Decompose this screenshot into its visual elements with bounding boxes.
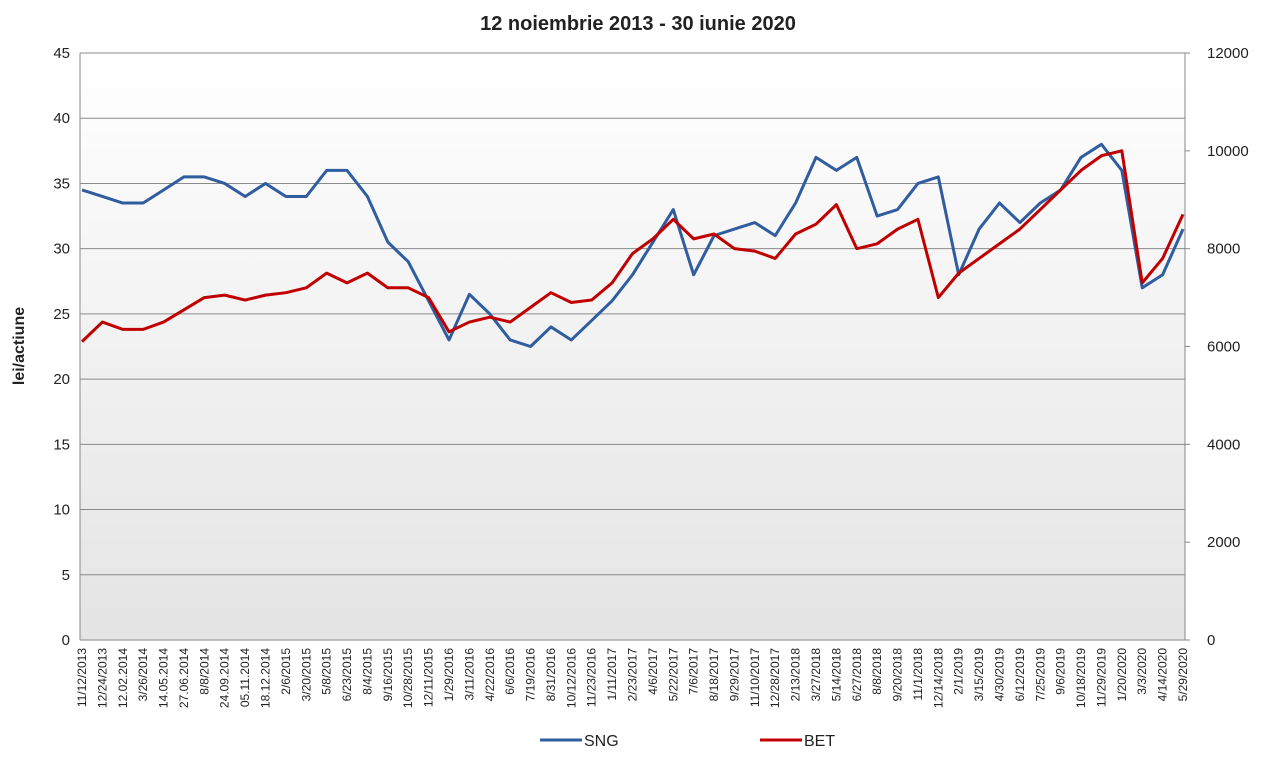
y-tick-label: 15	[53, 436, 70, 453]
series-line	[80, 149, 1185, 343]
y2-tick-label: 10000	[1207, 143, 1249, 160]
x-tick-label: 12/24/2013	[95, 648, 109, 708]
chart-title: 12 noiembrie 2013 - 30 iunie 2020	[480, 13, 796, 35]
x-tick-label: 12/28/2017	[768, 648, 782, 708]
x-tick-label: 4/30/2019	[993, 648, 1007, 702]
x-tick-label: 3/20/2015	[299, 648, 313, 702]
x-tick-label: 3/27/2018	[809, 648, 823, 702]
x-tick-label: 5/29/2020	[1176, 648, 1190, 702]
x-tick-label: 10/18/2019	[1074, 648, 1088, 708]
x-tick-label: 12/11/2015	[422, 648, 436, 707]
x-tick-label: 5/14/2018	[829, 648, 843, 702]
x-tick-label: 11/29/2019	[1094, 648, 1108, 707]
x-tick-label: 11/23/2016	[585, 648, 599, 707]
x-tick-label: 8/4/2015	[360, 648, 374, 695]
x-tick-label: 2/23/2017	[626, 648, 640, 702]
x-tick-label: 7/25/2019	[1033, 648, 1047, 702]
x-tick-label: 8/31/2016	[544, 648, 558, 702]
x-tick-label: 6/12/2019	[1013, 648, 1027, 702]
x-tick-label: 9/16/2015	[381, 648, 395, 702]
legend-label: SNG	[584, 733, 619, 750]
x-tick-label: 8/18/2017	[707, 648, 721, 702]
plot-background	[80, 53, 1185, 640]
series-line	[81, 142, 1185, 348]
x-tick-label: 7/19/2016	[524, 648, 538, 702]
x-tick-label: 1/29/2016	[442, 648, 456, 702]
y-tick-label: 35	[53, 175, 70, 192]
x-tick-label: 5/8/2015	[320, 648, 334, 695]
x-tick-label: 7/6/2017	[687, 648, 701, 695]
y2-tick-label: 6000	[1207, 339, 1240, 356]
x-tick-label: 27.06.2014	[177, 648, 191, 708]
y2-tick-label: 0	[1207, 632, 1215, 649]
x-tick-label: 2/1/2019	[952, 648, 966, 695]
x-tick-label: 3/3/2020	[1135, 648, 1149, 695]
x-tick-label: 11/12/2013	[75, 648, 89, 707]
x-tick-label: 9/6/2019	[1054, 648, 1068, 695]
x-tick-label: 2/6/2015	[279, 648, 293, 695]
y-tick-label: 25	[53, 306, 70, 323]
y-tick-label: 40	[53, 110, 70, 127]
x-tick-label: 3/11/2016	[462, 648, 476, 701]
x-tick-label: 1/20/2020	[1115, 648, 1129, 702]
x-tick-label: 12.02.2014	[116, 648, 130, 708]
x-tick-label: 05.11.2014	[238, 648, 252, 707]
x-tick-label: 1/11/2017	[605, 648, 619, 701]
y2-tick-label: 2000	[1207, 534, 1240, 551]
x-tick-label: 4/14/2020	[1156, 648, 1170, 702]
y2-tick-label: 4000	[1207, 436, 1240, 453]
x-tick-label: 4/6/2017	[646, 648, 660, 695]
y2-tick-label: 8000	[1207, 241, 1240, 258]
y-tick-label: 0	[62, 632, 70, 649]
legend-label: BET	[804, 733, 835, 750]
x-tick-label: 18.12.2014	[259, 648, 273, 708]
x-tick-label: 11/10/2017	[748, 648, 762, 707]
x-tick-label: 5/22/2017	[666, 648, 680, 702]
x-tick-label: 3/26/2014	[136, 648, 150, 702]
x-tick-label: 4/22/2016	[483, 648, 497, 702]
y-axis-label: lei/actiune	[11, 307, 28, 385]
y-tick-label: 20	[53, 371, 70, 388]
x-tick-label: 14.05.2014	[157, 648, 171, 708]
x-tick-label: 9/20/2018	[891, 648, 905, 702]
x-tick-label: 11/1/2018	[911, 648, 925, 701]
x-tick-label: 12/14/2018	[931, 648, 945, 708]
y-tick-label: 45	[53, 45, 70, 62]
x-tick-label: 9/29/2017	[727, 648, 741, 702]
x-tick-label: 10/28/2015	[401, 648, 415, 708]
x-tick-label: 10/12/2016	[564, 648, 578, 708]
y2-tick-label: 12000	[1207, 45, 1249, 62]
x-tick-label: 3/15/2019	[972, 648, 986, 702]
x-tick-label: 8/8/2014	[197, 648, 211, 695]
y-tick-label: 5	[62, 567, 70, 584]
x-tick-label: 6/27/2018	[850, 648, 864, 702]
x-tick-label: 6/23/2015	[340, 648, 354, 702]
y-tick-label: 10	[53, 502, 70, 519]
y-tick-label: 30	[53, 241, 70, 258]
x-tick-label: 24.09.2014	[218, 648, 232, 708]
x-tick-label: 6/6/2016	[503, 648, 517, 695]
x-tick-label: 2/13/2018	[789, 648, 803, 702]
x-tick-label: 8/8/2018	[870, 648, 884, 695]
